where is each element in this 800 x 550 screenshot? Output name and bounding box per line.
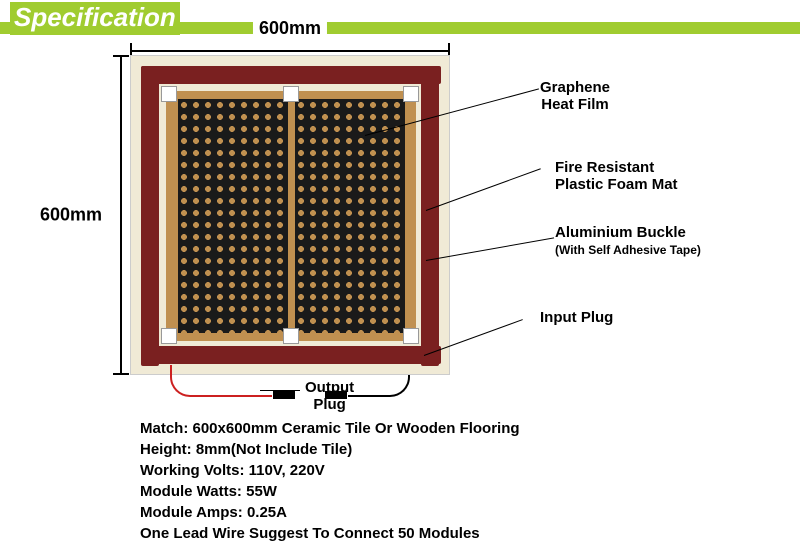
header-banner: Specification	[0, 0, 800, 38]
dimension-height: 600mm	[110, 55, 130, 375]
buckle	[161, 328, 177, 344]
dim-line-vertical	[120, 55, 122, 375]
film-panel-left	[178, 99, 288, 333]
spec-match: Match: 600x600mm Ceramic Tile Or Wooden …	[140, 420, 520, 437]
callout-label: Aluminium Buckle	[555, 224, 686, 241]
film-panel-right	[295, 99, 405, 333]
spec-volts: Working Volts: 110V, 220V	[140, 462, 520, 479]
callout-graphene: Graphene Heat Film	[540, 80, 610, 113]
callout-output-plug: Output Plug	[305, 380, 354, 413]
callout-label: Output Plug	[305, 379, 354, 413]
callout-sublabel: (With Self Adhesive Tape)	[555, 243, 701, 257]
frame-edge-right	[421, 66, 439, 366]
callout-input-plug: Input Plug	[540, 310, 613, 327]
frame-edge-bottom	[141, 346, 441, 364]
dim-height-label: 600mm	[40, 205, 102, 226]
frame-edge-left	[141, 66, 159, 366]
product-diagram	[130, 55, 450, 375]
page-title: Specification	[10, 2, 180, 35]
callout-label: Input Plug	[540, 309, 613, 326]
spec-watts: Module Watts: 55W	[140, 483, 520, 500]
spec-lead: One Lead Wire Suggest To Connect 50 Modu…	[140, 525, 520, 542]
buckle	[283, 328, 299, 344]
callout-aluminium: Aluminium Buckle (With Self Adhesive Tap…	[555, 225, 701, 258]
spec-amps: Module Amps: 0.25A	[140, 504, 520, 521]
output-plug-icon	[273, 391, 295, 399]
callout-label: Graphene Heat Film	[540, 79, 610, 113]
module-frame	[130, 55, 450, 375]
buckle	[161, 86, 177, 102]
buckle	[283, 86, 299, 102]
frame-edge-top	[141, 66, 441, 84]
callout-label: Fire Resistant Plastic Foam Mat	[555, 159, 678, 193]
leader-line	[260, 390, 300, 391]
spec-height: Height: 8mm(Not Include Tile)	[140, 441, 520, 458]
dim-line-horizontal	[130, 50, 450, 52]
specification-list: Match: 600x600mm Ceramic Tile Or Wooden …	[140, 420, 520, 546]
buckle	[403, 86, 419, 102]
heat-film-area	[166, 91, 416, 341]
dim-width-label: 600mm	[253, 18, 327, 39]
callout-fire-resistant: Fire Resistant Plastic Foam Mat	[555, 160, 678, 193]
buckle	[403, 328, 419, 344]
